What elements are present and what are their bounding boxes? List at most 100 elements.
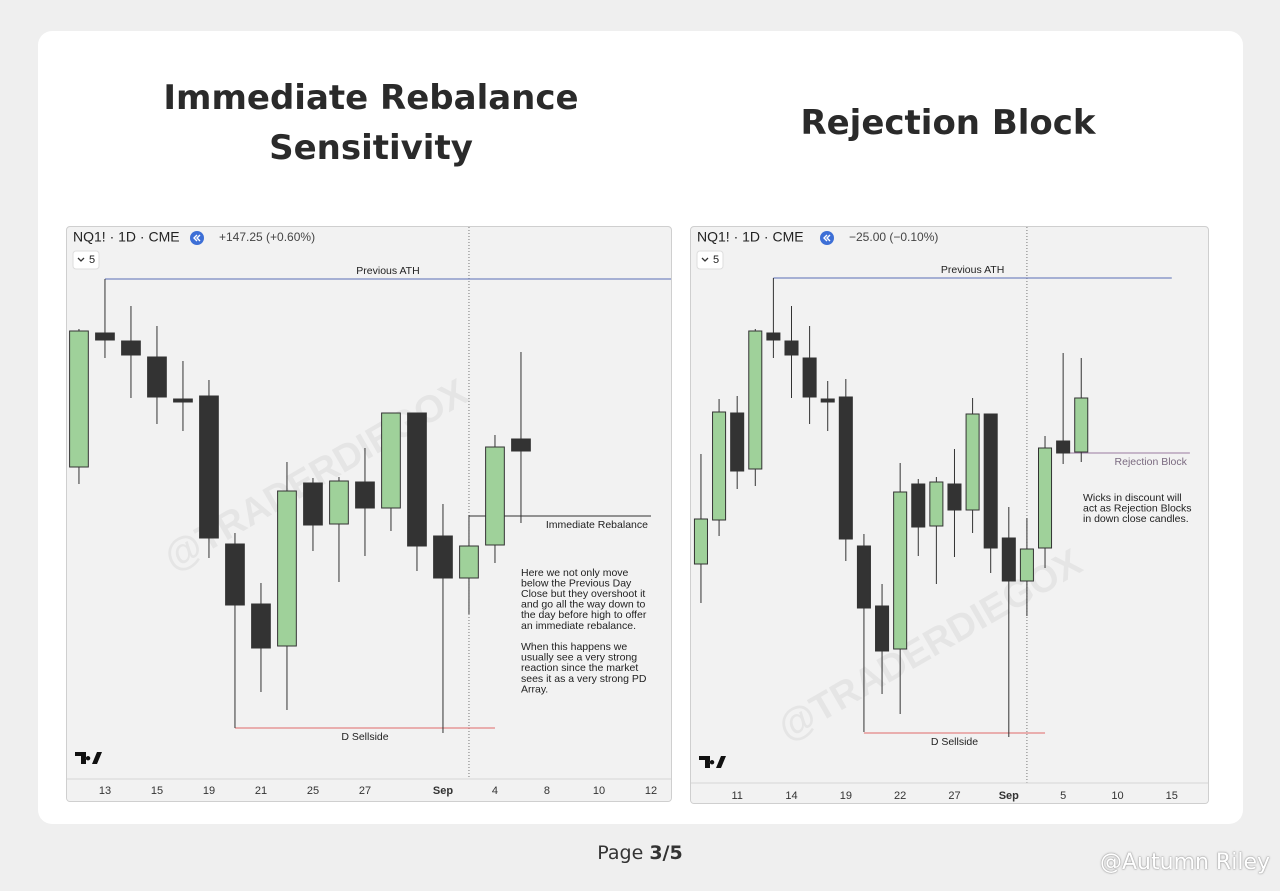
- level-label: D Sellside: [931, 736, 978, 748]
- x-tick-label: 13: [99, 785, 111, 797]
- candle-body: [748, 330, 763, 470]
- candle-body: [1019, 548, 1034, 582]
- x-tick-label: 4: [492, 785, 498, 797]
- replay-icon-glyph: [193, 234, 201, 242]
- x-tick-label: 21: [255, 785, 267, 797]
- x-tick-label: 15: [1166, 790, 1178, 802]
- candle: [712, 399, 727, 536]
- x-tick-label: 25: [307, 785, 319, 797]
- candle-body: [856, 545, 871, 609]
- annotation-line: and go all the way down to: [521, 599, 645, 611]
- candle: [784, 306, 799, 398]
- chart-panel: @TRADERDIEGOX NQ1! · 1D · CME +147.25 (+0.…: [66, 226, 672, 802]
- candle: [693, 454, 708, 603]
- candle-body: [511, 438, 531, 452]
- candle-body: [730, 412, 745, 472]
- replay-icon-glyph: [823, 234, 831, 242]
- candle: [1038, 436, 1053, 568]
- candle: [947, 449, 962, 557]
- x-tick-label: 14: [785, 790, 797, 802]
- annotation-line: the day before high to offer: [521, 609, 647, 621]
- candle: [730, 396, 745, 489]
- axis-strip: [67, 779, 671, 801]
- x-tick-label: 15: [151, 785, 163, 797]
- candle: [820, 381, 835, 431]
- candle-body: [1074, 397, 1089, 453]
- candle-body: [1056, 440, 1071, 454]
- title-line: Sensitivity: [269, 128, 473, 168]
- candle-body: [875, 605, 890, 652]
- x-tick-label: 11: [731, 790, 742, 802]
- candle-body: [965, 413, 980, 511]
- level-label: Rejection Block: [1115, 456, 1188, 468]
- candle-body: [277, 490, 297, 647]
- tv-logo: [699, 756, 726, 768]
- chevron: [77, 257, 85, 262]
- candle: [856, 534, 871, 732]
- annotation-line: When this happens we: [521, 641, 627, 653]
- candle-body: [911, 483, 926, 528]
- candle-body: [407, 412, 427, 547]
- candle-body: [329, 480, 349, 525]
- candle: [225, 533, 245, 728]
- x-tick-label: 19: [840, 790, 852, 802]
- x-tick-label: 22: [894, 790, 906, 802]
- page-number: 3/5: [649, 842, 683, 864]
- candle: [381, 412, 401, 531]
- watermark: @TRADERDIEGOX: [771, 541, 1090, 749]
- candle-body: [485, 446, 505, 546]
- annotation-line: Close but they overshoot it: [521, 588, 645, 600]
- interval-box: [72, 250, 100, 270]
- page-label: Page: [597, 842, 644, 864]
- candle: [303, 478, 323, 551]
- x-tick-label: 10: [1111, 790, 1123, 802]
- candle-body: [712, 411, 727, 521]
- candle: [1019, 518, 1034, 616]
- candle-body: [838, 396, 853, 540]
- candle: [893, 463, 908, 714]
- candle-body: [121, 340, 141, 356]
- candle-body: [947, 483, 962, 511]
- candle: [251, 583, 271, 692]
- level-label: D Sellside: [341, 731, 388, 743]
- candle-body: [893, 491, 908, 650]
- candle-body: [784, 340, 799, 356]
- level-label: Immediate Rebalance: [546, 519, 648, 531]
- x-tick-label: 27: [948, 790, 960, 802]
- title-line: Rejection Block: [800, 103, 1096, 143]
- candle: [1074, 358, 1089, 462]
- candle-body: [802, 357, 817, 398]
- x-tick-label: 27: [359, 785, 371, 797]
- axis-strip: [691, 783, 1208, 803]
- candle: [433, 504, 453, 733]
- candle: [277, 462, 297, 710]
- annotation-line: an immediate rebalance.: [521, 620, 636, 632]
- chart-panel: @TRADERDIEGOX NQ1! · 1D · CME −25.00 (−0.1…: [690, 226, 1209, 804]
- candle: [965, 398, 980, 533]
- chart: @TRADERDIEGOX NQ1! · 1D · CME −25.00 (−0.1…: [691, 227, 1208, 803]
- x-tick-label: 10: [593, 785, 605, 797]
- level-label: Previous ATH: [356, 265, 419, 277]
- candle: [766, 278, 781, 358]
- price-change: +147.25 (+0.60%): [219, 230, 315, 244]
- candle: [511, 352, 531, 523]
- candle: [95, 279, 115, 358]
- candle-body: [693, 518, 708, 565]
- candle: [121, 306, 141, 398]
- page-indicator: Page 3/5: [0, 842, 1280, 864]
- candle-body: [1038, 447, 1053, 549]
- candle-body: [381, 412, 401, 509]
- title-line: Immediate Rebalance: [163, 78, 579, 118]
- candle: [355, 448, 375, 556]
- candle-body: [95, 332, 115, 341]
- credit: @Autumn Riley: [1100, 850, 1270, 875]
- candle: [802, 326, 817, 424]
- candle-body: [147, 356, 167, 398]
- candle: [1056, 353, 1071, 464]
- candle: [838, 379, 853, 561]
- candle-body: [929, 481, 944, 527]
- candle-body: [225, 543, 245, 606]
- chart-title: Immediate Rebalance Sensitivity: [80, 73, 662, 173]
